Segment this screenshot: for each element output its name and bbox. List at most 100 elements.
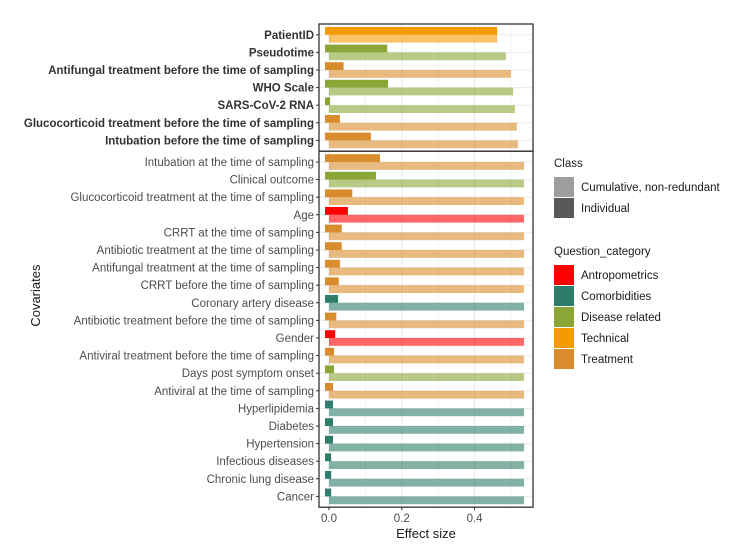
bar-cumulative xyxy=(329,373,525,381)
bar-cumulative xyxy=(329,162,525,170)
legend-title: Question_category xyxy=(554,246,651,258)
bar-cumulative xyxy=(329,197,525,205)
y-tick-label: CRRT at the time of sampling xyxy=(164,227,314,239)
bars xyxy=(325,27,525,505)
y-tick-label: PatientID xyxy=(264,30,314,42)
bar-individual xyxy=(325,207,348,215)
x-axis: 0.0 0.2 0.4 xyxy=(321,507,483,525)
bar-cumulative xyxy=(329,390,525,399)
bar-cumulative xyxy=(329,70,511,78)
legend-label: Disease related xyxy=(581,312,661,324)
bar-cumulative xyxy=(329,355,525,364)
bar-individual xyxy=(325,132,371,141)
bar-cumulative xyxy=(329,408,525,417)
x-axis-title: Effect size xyxy=(396,526,456,541)
y-tick-label: SARS-CoV-2 RNA xyxy=(218,100,314,112)
panel-border xyxy=(318,150,534,508)
bar-cumulative xyxy=(329,443,525,452)
bar-individual xyxy=(325,488,332,497)
bar-cumulative xyxy=(329,34,498,43)
x-tick-label: 0.4 xyxy=(467,513,484,525)
bar-individual xyxy=(325,44,388,53)
y-tick-label: Antiviral treatment before the time of s… xyxy=(79,351,314,363)
y-tick-label: Intubation before the time of sampling xyxy=(105,135,314,147)
y-tick-label: Hyperlipidemia xyxy=(238,403,315,415)
y-tick-label: Antiviral at the time of sampling xyxy=(154,386,314,398)
grid xyxy=(319,24,533,508)
bar-individual xyxy=(325,365,335,374)
legend-swatch xyxy=(554,328,574,348)
y-tick-label: Antifungal treatment before the time of … xyxy=(48,65,314,77)
y-tick-label: Pseudotime xyxy=(249,47,314,59)
bar-individual xyxy=(325,418,334,426)
bar-cumulative xyxy=(329,87,514,96)
bar-individual xyxy=(325,330,336,338)
bar-individual xyxy=(325,189,353,198)
bar-individual xyxy=(325,259,340,268)
bar-cumulative xyxy=(329,179,525,188)
panel-frame xyxy=(318,23,534,508)
y-tick-label: Age xyxy=(294,210,314,222)
bar-cumulative xyxy=(329,232,525,241)
bar-cumulative xyxy=(329,140,518,149)
bar-individual xyxy=(325,471,332,479)
bar-individual xyxy=(325,347,335,356)
y-tick-label: Antibiotic treatment before the time of … xyxy=(74,315,314,327)
y-tick-label: Intubation at the time of sampling xyxy=(145,157,314,169)
y-tick-label: Gender xyxy=(276,333,315,345)
bar-individual xyxy=(325,383,334,391)
legend-swatch xyxy=(554,265,574,285)
bar-cumulative xyxy=(329,285,525,293)
y-tick-label: Cancer xyxy=(277,491,314,503)
legend-label: Antropometrics xyxy=(581,270,659,282)
legend-label: Treatment xyxy=(581,354,634,366)
bar-cumulative xyxy=(329,338,525,346)
legend-label: Cumulative, non-redundant xyxy=(581,182,721,194)
legend-swatch xyxy=(554,349,574,369)
bar-cumulative xyxy=(329,214,525,223)
bar-individual xyxy=(325,453,332,462)
bar-individual xyxy=(325,400,334,409)
y-tick-label: Glucocorticoid treatment at the time of … xyxy=(70,192,314,204)
y-tick-label: Days post symptom onset xyxy=(182,368,315,380)
y-tick-label: CRRT before the time of sampling xyxy=(141,280,314,292)
y-tick-label: Antifungal treatment at the time of samp… xyxy=(92,263,314,275)
legend-label: Individual xyxy=(581,203,630,215)
bar-individual xyxy=(325,312,337,321)
bar-individual xyxy=(325,154,380,162)
bar-cumulative xyxy=(329,426,525,434)
y-tick-label: Diabetes xyxy=(269,421,315,433)
bar-individual xyxy=(325,171,376,180)
bar-cumulative xyxy=(329,461,525,469)
bar-individual xyxy=(325,79,388,88)
x-tick-label: 0.2 xyxy=(394,513,410,525)
bar-cumulative xyxy=(329,122,517,131)
bar-individual xyxy=(325,62,344,70)
bar-cumulative xyxy=(329,496,525,505)
x-tick-label: 0.0 xyxy=(321,513,337,525)
legend-swatch xyxy=(554,286,574,306)
bar-individual xyxy=(325,97,331,106)
y-tick-label: WHO Scale xyxy=(253,83,314,95)
bar-individual xyxy=(325,115,340,123)
legend-label: Technical xyxy=(581,333,629,345)
y-tick-label: Chronic lung disease xyxy=(207,474,314,486)
bar-cumulative xyxy=(329,320,525,329)
y-axis-labels: PatientID Pseudotime Antifungal treatment … xyxy=(24,30,319,503)
legend-swatch xyxy=(554,307,574,327)
bar-individual xyxy=(325,277,339,286)
legend-title: Class xyxy=(554,158,583,170)
bar-cumulative xyxy=(329,302,525,311)
bar-cumulative xyxy=(329,478,525,487)
legend-swatch xyxy=(554,198,574,218)
bar-cumulative xyxy=(329,105,516,113)
y-tick-label: Glucocorticoid treatment before the time… xyxy=(24,118,314,130)
bar-cumulative xyxy=(329,52,506,61)
y-tick-label: Hypertension xyxy=(246,439,314,451)
y-tick-label: Antibiotic treatment at the time of samp… xyxy=(97,245,314,257)
legend-swatch xyxy=(554,177,574,197)
bar-individual xyxy=(325,295,339,303)
legend-label: Comorbidities xyxy=(581,291,652,303)
y-tick-label: Coronary artery disease xyxy=(191,298,314,310)
